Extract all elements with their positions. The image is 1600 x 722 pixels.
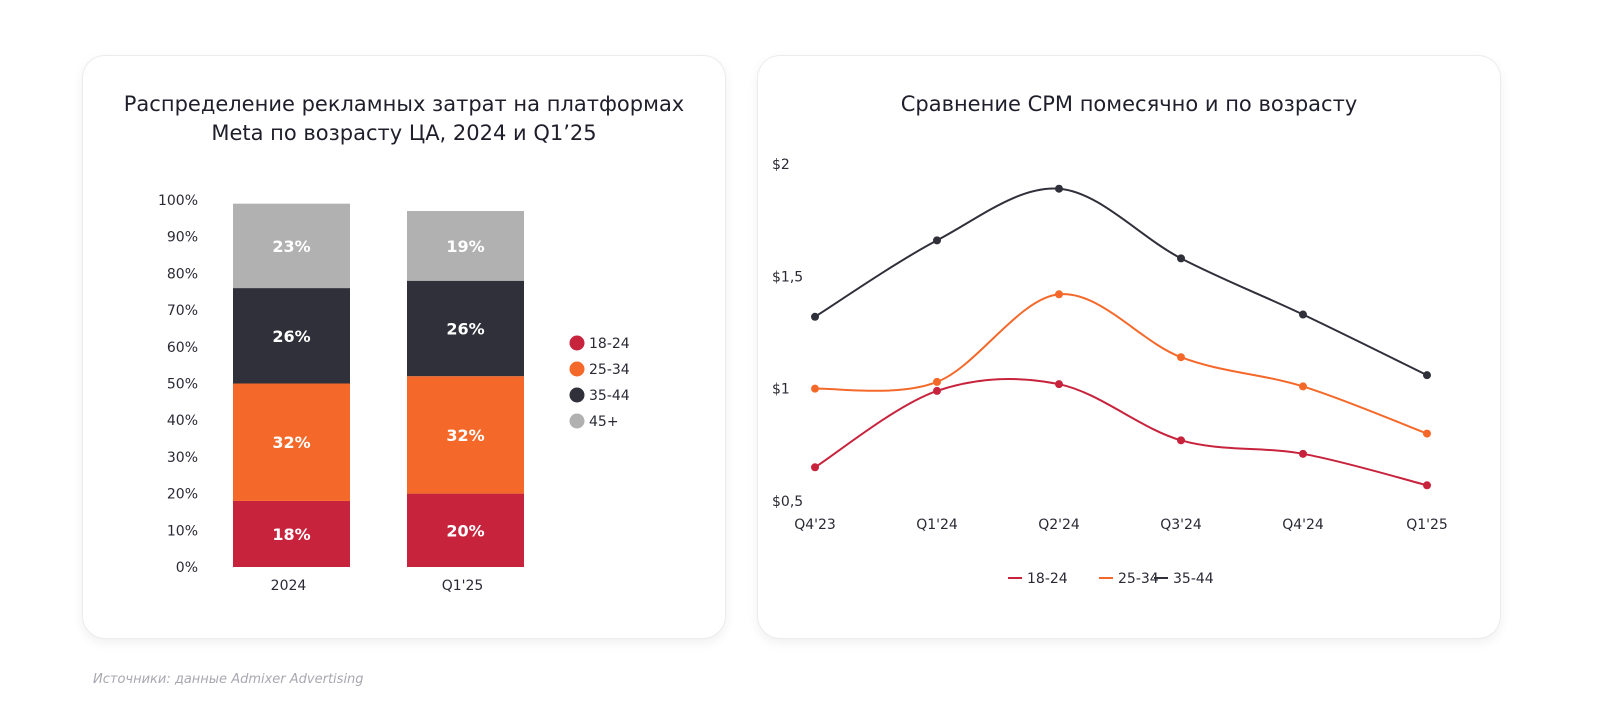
x-tick-label: Q4'23 bbox=[794, 517, 836, 533]
chart-title: Сравнение CPM помесячно и по возрасту bbox=[900, 92, 1358, 116]
data-point-25-34 bbox=[1299, 382, 1307, 391]
legend-label: 18-24 bbox=[589, 336, 630, 352]
y-tick-label: 20% bbox=[167, 487, 198, 503]
data-point-35-44 bbox=[1423, 371, 1431, 380]
y-tick-label: 30% bbox=[167, 450, 198, 466]
data-point-18-24 bbox=[1055, 380, 1063, 389]
data-point-18-24 bbox=[1299, 449, 1307, 458]
series-line-18-24 bbox=[814, 377, 1428, 487]
y-tick-label: 70% bbox=[167, 303, 198, 319]
bar-data-label: 26% bbox=[446, 319, 484, 338]
legend-label: 45+ bbox=[589, 414, 619, 430]
legend-label: 35-44 bbox=[589, 388, 630, 404]
data-point-25-34 bbox=[1055, 290, 1063, 299]
bar-segment-35-44 bbox=[407, 280, 524, 377]
data-point-35-44 bbox=[1299, 310, 1307, 319]
stacked-bar-chart: 0% 10% 20% 30% 40% 50% 60% 70% 80% 90% 100% 18% 32% 2… bbox=[158, 193, 630, 594]
x-tick-label: Q4'24 bbox=[1282, 517, 1324, 533]
chart-title-line-1: Распределение рекламных затрат на платфо… bbox=[123, 92, 685, 116]
bar-segment-35-44 bbox=[233, 288, 350, 384]
series-line-25-34 bbox=[814, 293, 1428, 435]
data-point-35-44 bbox=[933, 236, 941, 245]
legend-label: 25-34 bbox=[1118, 571, 1159, 587]
data-point-35-44 bbox=[1177, 254, 1185, 263]
y-tick-label: 0% bbox=[176, 560, 198, 576]
y-tick-label: $0,5 bbox=[772, 494, 803, 510]
x-tick-label: Q3'24 bbox=[1160, 517, 1202, 533]
y-tick-label: 50% bbox=[167, 377, 198, 393]
y-tick-label: $1 bbox=[772, 382, 790, 398]
bar-segment-25-34 bbox=[407, 376, 524, 494]
y-tick-label: 40% bbox=[167, 413, 198, 429]
data-point-18-24 bbox=[933, 386, 941, 395]
bar-data-label: 18% bbox=[272, 525, 310, 544]
bar-data-label: 19% bbox=[446, 237, 484, 256]
y-tick-label: 80% bbox=[167, 266, 198, 282]
x-tick-label: Q2'24 bbox=[1038, 517, 1080, 533]
bar-segment-45+ bbox=[407, 211, 524, 281]
y-tick-label: 100% bbox=[158, 193, 198, 209]
bar-segment-18-24 bbox=[233, 500, 350, 567]
legend-marker-18-24 bbox=[569, 335, 585, 351]
x-tick-label: Q1'25 bbox=[442, 578, 484, 594]
y-tick-label: 60% bbox=[167, 340, 198, 356]
x-tick-label: Q1'24 bbox=[916, 517, 958, 533]
bar-segment-18-24 bbox=[407, 493, 524, 567]
legend-label: 25-34 bbox=[589, 362, 630, 378]
y-tick-label: $2 bbox=[772, 157, 790, 173]
bar-data-label: 32% bbox=[446, 426, 484, 445]
bar-data-label: 23% bbox=[272, 237, 310, 256]
y-tick-label: $1,5 bbox=[772, 269, 803, 285]
bar-data-label: 20% bbox=[446, 521, 484, 540]
data-point-25-34 bbox=[933, 377, 941, 386]
data-point-25-34 bbox=[1423, 429, 1431, 438]
x-tick-label: Q1'25 bbox=[1406, 517, 1448, 533]
chart-title: Распределение рекламных затрат на платфо… bbox=[83, 90, 725, 148]
legend-label: 35-44 bbox=[1173, 571, 1214, 587]
bar-data-label: 32% bbox=[272, 433, 310, 452]
chart-title-line-2: Meta по возрасту ЦА, 2024 и Q1’25 bbox=[211, 121, 597, 145]
y-tick-label: 90% bbox=[167, 230, 198, 246]
legend-label: 18-24 bbox=[1027, 571, 1068, 587]
bar-segment-25-34 bbox=[233, 383, 350, 501]
x-tick-label: 2024 bbox=[271, 578, 307, 594]
data-point-18-24 bbox=[811, 463, 819, 472]
data-point-18-24 bbox=[1423, 481, 1431, 490]
data-point-18-24 bbox=[1177, 436, 1185, 445]
chart-card-cpm: Сравнение CPM помесячно и по возрасту $0… bbox=[758, 56, 1500, 638]
series-line-35-44 bbox=[814, 187, 1428, 377]
line-chart: $0,5 $1 $1,5 $2 Q4'23 Q1'24 Q2'24 Q3'24 Q4'24 Q1'… bbox=[772, 157, 1448, 587]
bar-data-label: 26% bbox=[272, 327, 310, 346]
bar-segment-45+ bbox=[233, 203, 350, 289]
legend-marker-45+ bbox=[569, 413, 585, 429]
data-point-25-34 bbox=[811, 384, 819, 393]
data-point-35-44 bbox=[1055, 184, 1063, 193]
legend-marker-35-44 bbox=[569, 387, 585, 403]
source-note: Источники: данные Admixer Advertising bbox=[93, 672, 364, 687]
data-point-35-44 bbox=[811, 312, 819, 321]
y-tick-label: 10% bbox=[167, 523, 198, 539]
data-point-25-34 bbox=[1177, 353, 1185, 362]
legend-marker-25-34 bbox=[569, 361, 585, 377]
chart-card-ad-spend: Распределение рекламных затрат на платфо… bbox=[83, 56, 725, 638]
